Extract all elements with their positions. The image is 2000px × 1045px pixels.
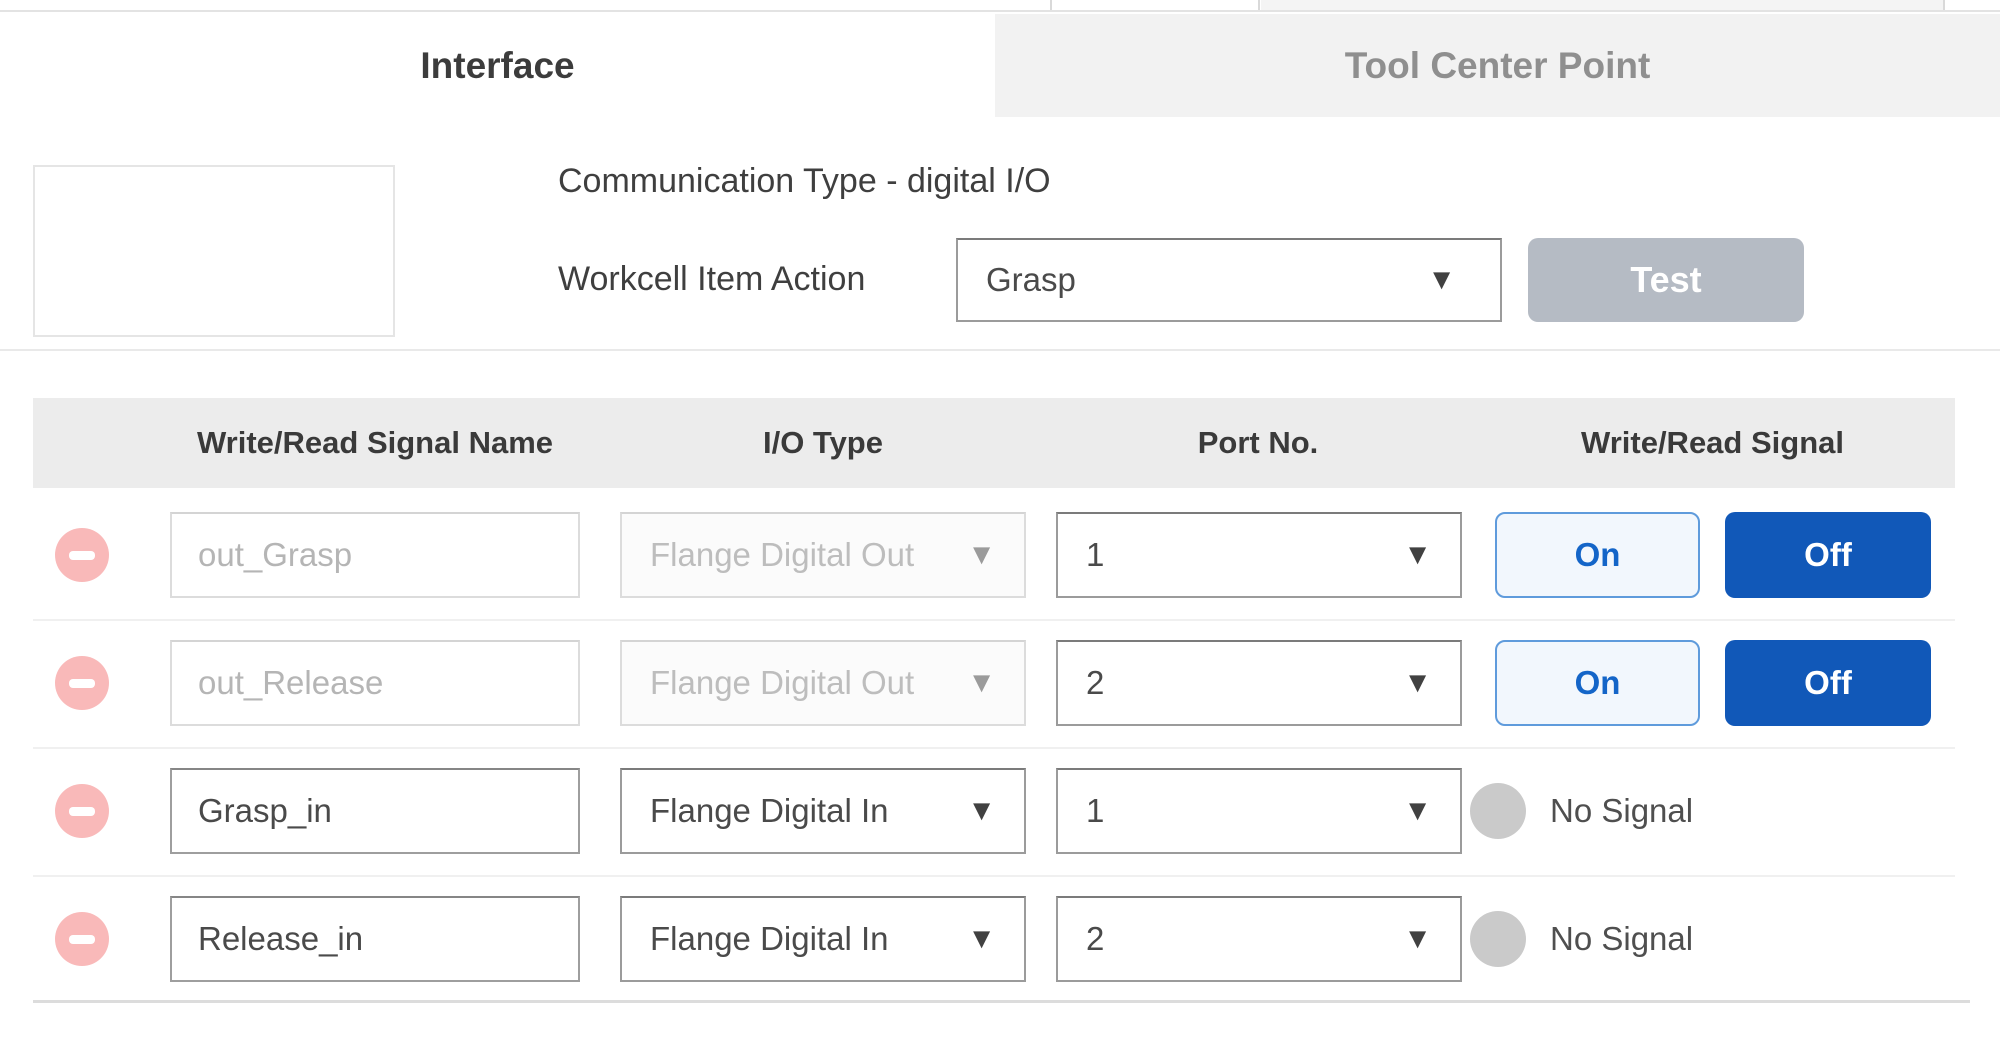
tab-interface[interactable]: Interface <box>0 14 995 117</box>
minus-icon <box>69 550 95 560</box>
remove-row-button[interactable] <box>55 528 109 582</box>
minus-icon <box>69 806 95 816</box>
workcell-action-select[interactable]: Grasp ▼ <box>956 238 1502 322</box>
tool-image-placeholder <box>33 165 395 337</box>
remove-row-button[interactable] <box>55 784 109 838</box>
port-no-select-value: 1 <box>1086 536 1105 573</box>
io-type-select-value: Flange Digital Out <box>650 536 915 573</box>
chevron-down-icon: ▼ <box>967 794 996 827</box>
workcell-action-select-value: Grasp <box>986 261 1076 298</box>
remove-row-button[interactable] <box>55 656 109 710</box>
chevron-down-icon: ▼ <box>967 666 996 699</box>
io-type-select-value: Flange Digital In <box>650 920 889 957</box>
divider <box>1258 0 1260 10</box>
signal-table-header: Write/Read Signal Name I/O Type Port No.… <box>33 398 1955 488</box>
communication-type-label: Communication Type - digital I/O <box>558 162 1051 200</box>
signal-name-input <box>170 512 580 598</box>
divider <box>0 349 2000 351</box>
tab-bar: Interface Tool Center Point <box>0 14 2000 117</box>
signal-on-button[interactable]: On <box>1495 640 1700 726</box>
io-type-select[interactable]: Flange Digital In ▼ <box>620 896 1026 982</box>
workcell-item-action-label: Workcell Item Action <box>558 260 866 298</box>
column-header-write-read-signal: Write/Read Signal <box>1581 425 1844 460</box>
io-type-select-value: Flange Digital Out <box>650 664 915 701</box>
signal-name-input <box>170 640 580 726</box>
minus-icon <box>69 934 95 944</box>
column-header-port-no: Port No. <box>1197 425 1319 460</box>
no-signal-indicator-icon <box>1470 783 1526 839</box>
minus-icon <box>69 678 95 688</box>
port-no-select[interactable]: 2 ▼ <box>1056 896 1462 982</box>
divider <box>33 747 1955 749</box>
no-signal-label: No Signal <box>1550 792 1694 829</box>
top-cutoff-strip <box>0 0 2000 12</box>
test-button: Test <box>1528 238 1804 322</box>
divider <box>1050 0 1052 10</box>
top-strip-gray-segment <box>1261 0 1943 10</box>
signal-name-input[interactable] <box>170 896 580 982</box>
divider <box>1943 0 1945 10</box>
divider <box>33 1000 1970 1003</box>
port-no-select-value: 2 <box>1086 664 1105 701</box>
no-signal-indicator-icon <box>1470 911 1526 967</box>
chevron-down-icon: ▼ <box>1403 538 1432 571</box>
chevron-down-icon: ▼ <box>1403 922 1432 955</box>
io-type-select: Flange Digital Out ▼ <box>620 512 1026 598</box>
port-no-select[interactable]: 1 ▼ <box>1056 768 1462 854</box>
io-type-select[interactable]: Flange Digital In ▼ <box>620 768 1026 854</box>
no-signal-label: No Signal <box>1550 920 1694 957</box>
chevron-down-icon: ▼ <box>967 922 996 955</box>
remove-row-button[interactable] <box>55 912 109 966</box>
divider <box>33 875 1955 877</box>
io-type-select: Flange Digital Out ▼ <box>620 640 1026 726</box>
signal-off-button[interactable]: Off <box>1725 512 1931 598</box>
port-no-select-value: 2 <box>1086 920 1105 957</box>
port-no-select-value: 1 <box>1086 792 1105 829</box>
tab-tool-center-point[interactable]: Tool Center Point <box>995 14 2000 117</box>
column-header-signal-name: Write/Read Signal Name <box>196 425 554 460</box>
chevron-down-icon: ▼ <box>1427 263 1456 296</box>
chevron-down-icon: ▼ <box>1403 794 1432 827</box>
chevron-down-icon: ▼ <box>967 538 996 571</box>
divider <box>33 619 1955 621</box>
signal-off-button[interactable]: Off <box>1725 640 1931 726</box>
port-no-select[interactable]: 1 ▼ <box>1056 512 1462 598</box>
io-type-select-value: Flange Digital In <box>650 792 889 829</box>
column-header-io-type: I/O Type <box>762 425 883 460</box>
port-no-select[interactable]: 2 ▼ <box>1056 640 1462 726</box>
signal-name-input[interactable] <box>170 768 580 854</box>
chevron-down-icon: ▼ <box>1403 666 1432 699</box>
signal-on-button[interactable]: On <box>1495 512 1700 598</box>
